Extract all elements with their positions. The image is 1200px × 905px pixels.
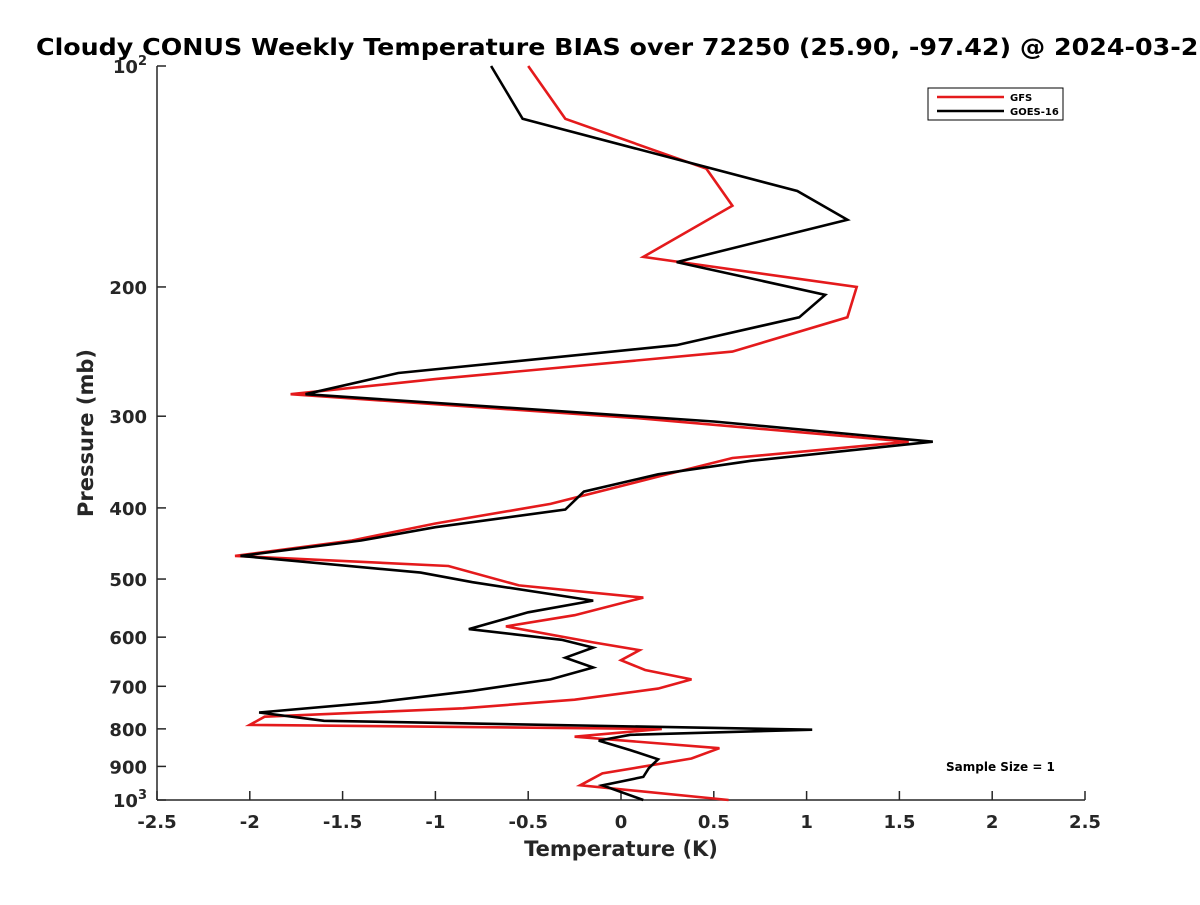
x-tick-label: -2.5 — [137, 812, 176, 833]
series-line-goes16 — [240, 65, 933, 802]
x-tick-label: -2 — [240, 812, 260, 833]
legend-label-gfs: GFS — [1010, 93, 1032, 104]
legend-box — [927, 87, 1064, 121]
series-line-gfs — [234, 65, 909, 802]
y-tick-label: 700 — [109, 677, 147, 698]
x-tick-label: 2 — [986, 812, 999, 833]
y-tick-label: 200 — [109, 278, 147, 299]
y-tick-label: 103 — [113, 788, 147, 812]
x-tick-label: 2.5 — [1069, 812, 1101, 833]
legend-label-goes16: GOES-16 — [1010, 107, 1059, 118]
series-lines — [234, 65, 933, 802]
x-tick-label: 1 — [800, 812, 813, 833]
x-tick-label: -1 — [425, 812, 445, 833]
x-tick-label: 0 — [615, 812, 628, 833]
chart-title: Cloudy CONUS Weekly Temperature BIAS ove… — [36, 35, 1200, 61]
y-axis-label: Pressure (mb) — [74, 349, 98, 517]
x-tick-label: -1.5 — [323, 812, 362, 833]
x-axis-ticks: -2.5 -2 -1.5 -1 -0.5 0 0.5 1 1.5 2 2.5 — [137, 791, 1101, 833]
sample-size-annotation: Sample Size = 1 — [946, 760, 1055, 774]
y-tick-label: 600 — [109, 628, 147, 649]
legend: GFS GOES-16 — [927, 87, 1064, 121]
y-tick-label: 300 — [109, 407, 147, 428]
y-tick-label: 500 — [109, 570, 147, 591]
y-tick-label: 900 — [109, 757, 147, 778]
y-axis-ticks: 102 200 300 400 500 600 700 800 900 103 — [109, 54, 166, 812]
y-tick-label: 102 — [113, 54, 147, 78]
x-tick-label: 1.5 — [883, 812, 915, 833]
x-tick-label: -0.5 — [509, 812, 548, 833]
x-axis-label: Temperature (K) — [524, 837, 718, 861]
x-tick-label: 0.5 — [698, 812, 730, 833]
y-tick-label: 800 — [109, 720, 147, 741]
y-tick-label: 400 — [109, 499, 147, 520]
